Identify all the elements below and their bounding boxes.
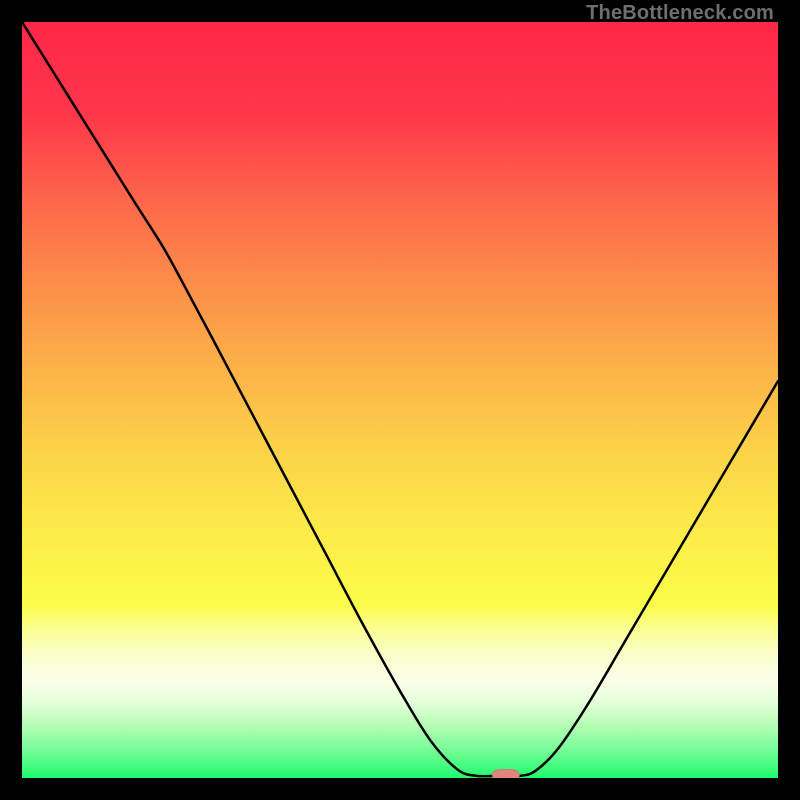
plot-area [22,22,778,778]
chart-svg [22,22,778,778]
chart-container: TheBottleneck.com [0,0,800,800]
bottleneck-curve [22,22,778,776]
minimum-marker [492,770,519,778]
